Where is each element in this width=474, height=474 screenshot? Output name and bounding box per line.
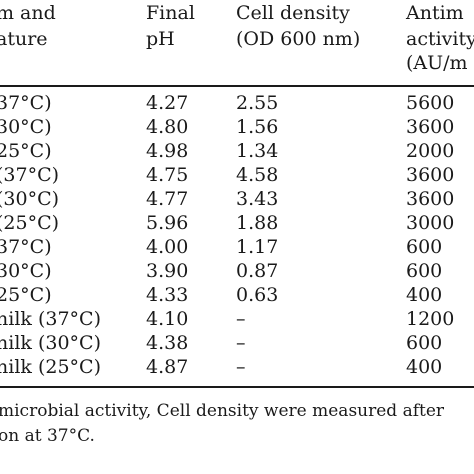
table-cell: 400	[406, 284, 443, 306]
table-cell: 600	[406, 332, 443, 354]
table-cell: 0.87	[236, 260, 279, 282]
table-cell: –	[236, 308, 246, 330]
table-cell: 3.43	[236, 188, 279, 210]
table-cell: 5.96	[146, 212, 189, 234]
table-bottom-rule	[0, 386, 474, 388]
table-cell: 4.33	[146, 284, 189, 306]
table-cell: 4.75	[146, 164, 189, 186]
table-cell: –	[236, 332, 246, 354]
table-cell: –	[236, 356, 246, 378]
header-strain-line1: m and	[0, 2, 56, 24]
table-cell: 3.90	[146, 260, 189, 282]
table-cell: 3600	[406, 188, 455, 210]
table-cell: 400	[406, 356, 443, 378]
header-final-ph-line2: pH	[146, 28, 175, 50]
table-cell: 4.80	[146, 116, 189, 138]
table-cell: nilk (25°C)	[0, 356, 101, 378]
table-cell: 25°C)	[0, 284, 52, 306]
table-cell: 600	[406, 236, 443, 258]
table-cell: 4.00	[146, 236, 189, 258]
table-cell: 25°C)	[0, 140, 52, 162]
table-cell: 1200	[406, 308, 455, 330]
header-rule	[0, 85, 474, 87]
table-cell: 2000	[406, 140, 455, 162]
table-cell: 37°C)	[0, 92, 52, 114]
table-cell: 4.77	[146, 188, 189, 210]
table-cell: 4.27	[146, 92, 189, 114]
table-cell: 3000	[406, 212, 455, 234]
header-antimicrobial-line1: Antim	[406, 2, 464, 24]
footnote-line-1: microbial activity, Cell density were me…	[0, 401, 445, 421]
header-cell-density-line2: (OD 600 nm)	[236, 28, 361, 50]
table-cell: 600	[406, 260, 443, 282]
table-cell: 1.88	[236, 212, 279, 234]
header-cell-density-line1: Cell density	[236, 2, 350, 24]
header-antimicrobial-line2: activity	[406, 28, 474, 50]
table-cell: 4.58	[236, 164, 279, 186]
footnote-line-2: on at 37°C.	[0, 426, 95, 446]
table-cell: 2.55	[236, 92, 279, 114]
table-cell: 4.10	[146, 308, 189, 330]
header-antimicrobial-line3: (AU/m	[406, 52, 468, 74]
table-cell: 3600	[406, 164, 455, 186]
table-cell: 30°C)	[0, 116, 52, 138]
table-cell: 30°C)	[0, 260, 52, 282]
table-cell: (37°C)	[0, 164, 60, 186]
table-cell: 4.87	[146, 356, 189, 378]
table-cell: 1.34	[236, 140, 279, 162]
table-cell: nilk (30°C)	[0, 332, 101, 354]
table-cell: 5600	[406, 92, 455, 114]
table-cell: 0.63	[236, 284, 279, 306]
table-cell: 1.17	[236, 236, 279, 258]
header-strain-line2: ature	[0, 28, 48, 50]
table-cell: 3600	[406, 116, 455, 138]
header-final-ph-line1: Final	[146, 2, 195, 24]
table-cell: (30°C)	[0, 188, 60, 210]
table-cell: 37°C)	[0, 236, 52, 258]
table-cell: 4.98	[146, 140, 189, 162]
table-cell: (25°C)	[0, 212, 60, 234]
table-cell: nilk (37°C)	[0, 308, 101, 330]
table-cell: 4.38	[146, 332, 189, 354]
table-cell: 1.56	[236, 116, 279, 138]
